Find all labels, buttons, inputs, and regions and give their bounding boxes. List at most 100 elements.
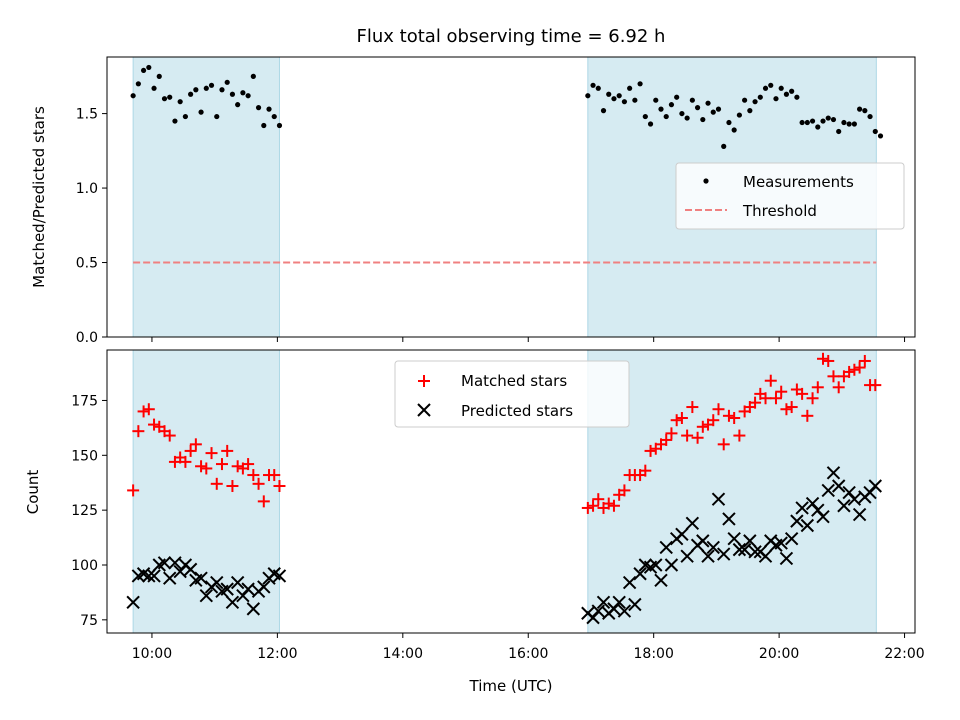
measurement-point	[224, 79, 230, 85]
predicted-star-point	[225, 595, 240, 609]
measurement-point	[668, 102, 675, 108]
matched-star-point	[822, 354, 835, 367]
x-tick-label: 16:00	[508, 646, 548, 662]
measurement-point	[172, 118, 178, 124]
matched-star-point	[639, 464, 652, 477]
predicted-star-point-b	[157, 556, 172, 570]
measurement-point	[773, 96, 779, 102]
y-tick-label: 150	[71, 448, 98, 464]
predicted-star-point-b	[183, 562, 198, 577]
predicted-star-point-b	[230, 575, 245, 590]
bottom-y-axis-label: Count	[24, 470, 42, 515]
matched-star-point	[832, 381, 845, 394]
measurement-point	[167, 94, 173, 100]
matched-star-point	[811, 381, 824, 394]
measurement-point	[757, 94, 763, 100]
top-panel: 0.0 0.5 1.0 1.5 Matched/Predicted stars Mea…	[30, 56, 916, 346]
predicted-star-point	[774, 536, 788, 550]
predicted-star-point	[675, 527, 689, 541]
legend-threshold-label: Threshold	[742, 202, 817, 220]
measurement-point	[240, 90, 246, 96]
predicted-star-point	[847, 492, 862, 506]
predicted-star-point-b	[591, 604, 605, 618]
measurement-point	[229, 91, 236, 97]
matched-star-point	[189, 438, 202, 451]
measurement-point	[857, 106, 863, 112]
y-tick-label: 100	[71, 558, 98, 574]
matched-star-point	[728, 412, 741, 425]
predicted-star-point	[257, 580, 271, 594]
measurement-point	[809, 118, 816, 124]
bottom-legend-box	[394, 360, 630, 428]
matched-star-point	[686, 401, 699, 414]
measurement-point	[193, 87, 199, 93]
matched-star-point	[268, 469, 281, 482]
predicted-star-point-b	[220, 582, 234, 596]
matched-star-point	[132, 425, 145, 438]
predicted-star-point	[701, 549, 715, 563]
matched-star-point	[775, 385, 788, 398]
predicted-star-point	[633, 567, 647, 581]
predicted-star-point	[711, 492, 726, 506]
measurement-point	[820, 118, 826, 124]
measurement-point	[255, 105, 262, 111]
matched-star-point	[796, 387, 809, 400]
predicted-star-point	[696, 534, 710, 548]
measurement-point	[742, 97, 748, 103]
predicted-star-point	[194, 571, 208, 585]
predicted-star-point-b	[617, 604, 632, 618]
predicted-star-point	[868, 479, 882, 493]
matched-star-point	[733, 429, 746, 442]
predicted-star-point-b	[194, 571, 208, 585]
matched-star-point	[712, 403, 725, 416]
predicted-star-point	[220, 582, 234, 596]
predicted-star-point-b	[816, 510, 830, 524]
measurement-point	[877, 133, 884, 139]
predicted-star-point-b	[701, 549, 715, 563]
measurement-point	[700, 116, 706, 123]
matched-star-point	[142, 403, 155, 416]
matched-star-point	[607, 499, 620, 512]
predicted-star-point-b	[831, 479, 846, 493]
predicted-star-point-b	[199, 588, 214, 603]
predicted-star-point-b	[852, 507, 867, 522]
predicted-star-point-b	[659, 540, 673, 555]
predicted-star-point	[680, 549, 694, 563]
predicted-star-point	[241, 582, 255, 596]
measurement-point	[689, 97, 695, 103]
predicted-star-point	[163, 571, 177, 585]
predicted-star-point-b	[727, 531, 741, 546]
matched-star-point	[200, 462, 213, 475]
measurement-point	[261, 122, 267, 129]
measurement-point	[182, 113, 188, 120]
measurement-point	[846, 121, 852, 127]
measurement-point	[637, 81, 643, 87]
measurement-point	[151, 85, 157, 91]
matched-star-point	[618, 484, 631, 497]
matched-star-point	[717, 438, 730, 451]
predicted-star-point	[622, 575, 637, 590]
matched-star-point	[843, 365, 856, 378]
predicted-star-point	[596, 595, 611, 609]
predicted-star-point	[272, 569, 287, 583]
measurement-point	[731, 127, 737, 133]
measurement-point	[721, 143, 727, 149]
measurement-point	[140, 67, 147, 74]
measurement-point	[208, 82, 215, 88]
top-legend: Measurements Threshold	[675, 162, 905, 230]
predicted-star-point	[821, 483, 835, 498]
predicted-star-point	[831, 479, 846, 493]
matched-star-point	[660, 433, 673, 446]
matched-star-point	[722, 409, 735, 422]
matched-star-point	[273, 480, 286, 493]
predicted-star-point	[826, 466, 841, 480]
predicted-star-point	[617, 604, 632, 618]
matched-star-point	[785, 401, 798, 414]
predicted-star-point-b	[784, 531, 799, 546]
top-x-ticks	[151, 337, 906, 342]
predicted-star-point	[183, 562, 198, 577]
predicted-star-point-b	[790, 514, 804, 528]
matched-star-point	[226, 480, 239, 493]
measurement-point	[198, 109, 204, 115]
predicted-star-point-b	[633, 567, 647, 581]
